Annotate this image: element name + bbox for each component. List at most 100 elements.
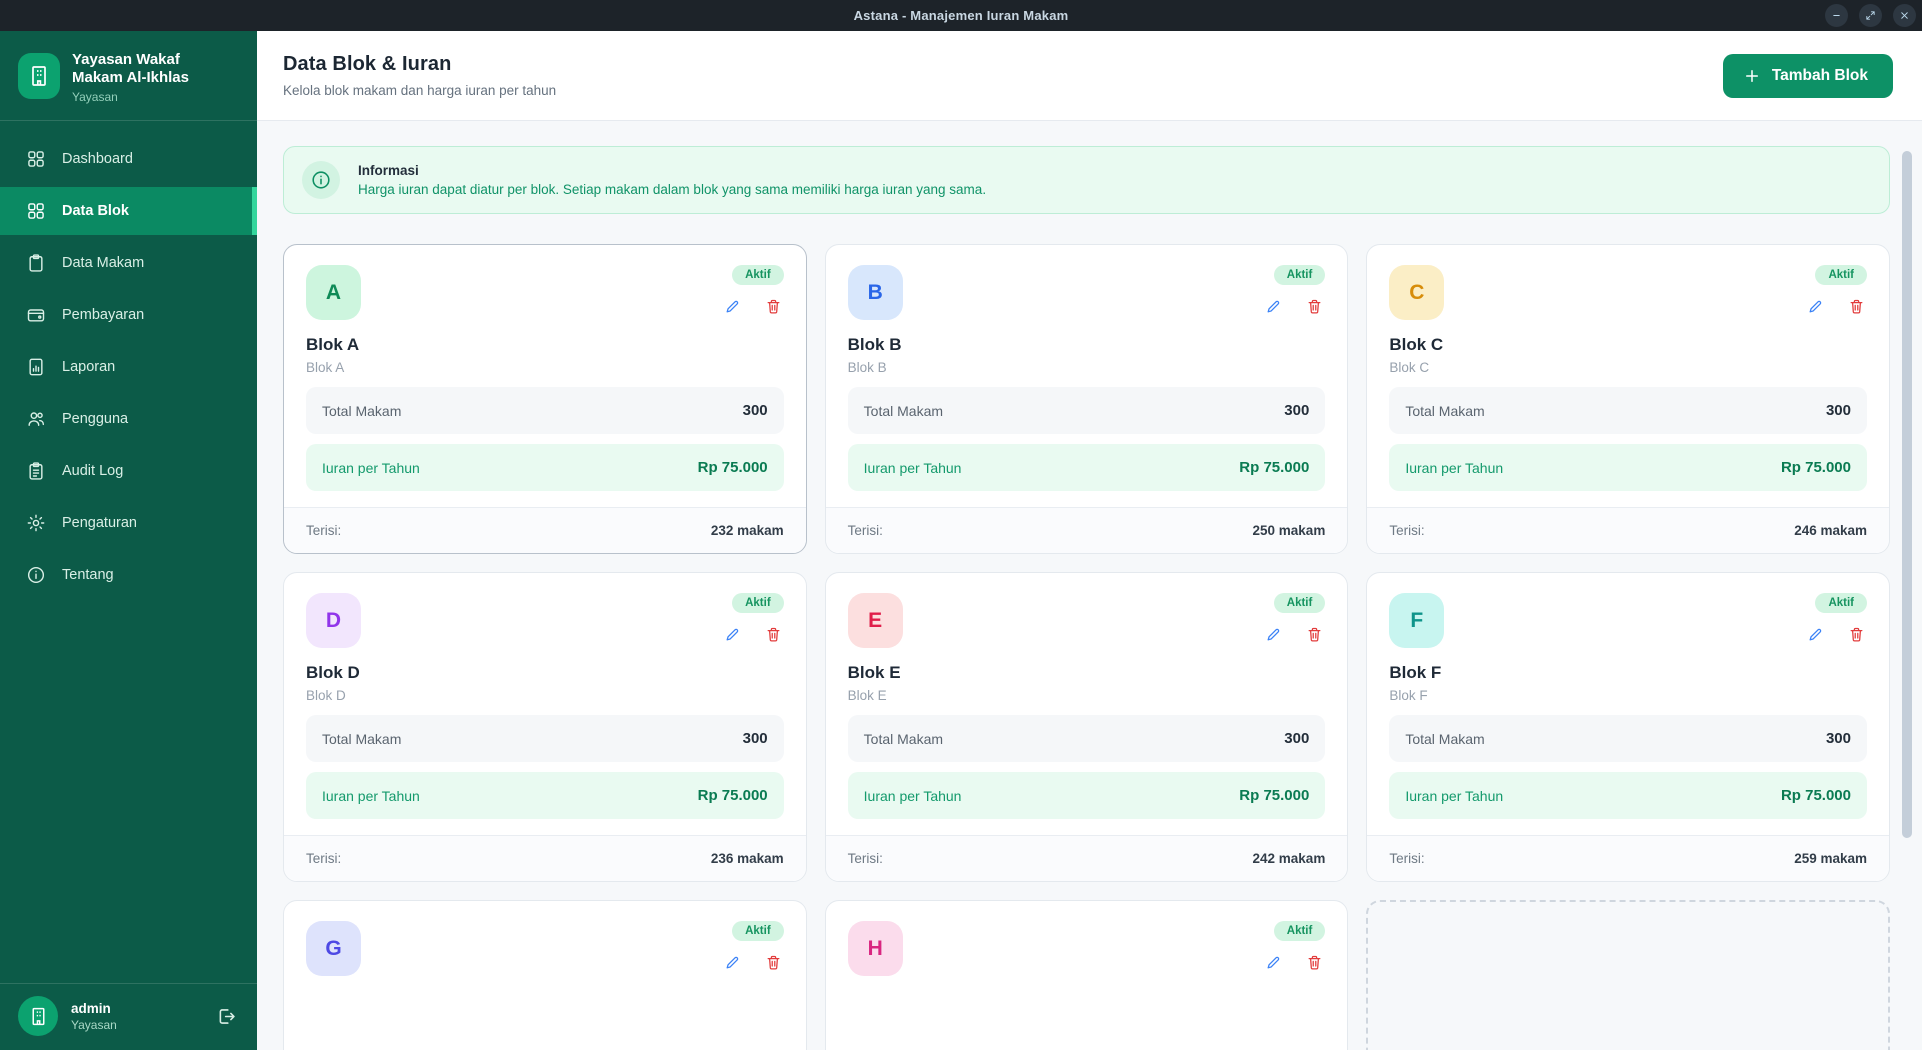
- total-makam-row: Total Makam 300: [847, 387, 1326, 434]
- total-makam-label: Total Makam: [1405, 402, 1485, 419]
- block-description: Blok E: [847, 688, 887, 703]
- user-name: admin: [71, 1000, 111, 1016]
- block-card[interactable]: A Aktif Blok A: [283, 244, 807, 554]
- block-card[interactable]: H Aktif: [824, 900, 1349, 1050]
- trash-icon: [1308, 627, 1321, 642]
- scrollbar-thumb[interactable]: [1902, 151, 1912, 838]
- block-description: Blok D: [306, 688, 346, 703]
- delete-block-button[interactable]: [1848, 626, 1865, 643]
- block-card[interactable]: G Aktif: [283, 900, 807, 1050]
- org-header: Yayasan Wakaf Makam Al-Ikhlas Yayasan: [0, 31, 257, 121]
- iuran-value: Rp 75.000: [697, 459, 768, 476]
- iuran-value: Rp 75.000: [1239, 787, 1310, 804]
- terisi-value: 232 makam: [710, 523, 784, 538]
- content-area: Informasi Harga iuran dapat diatur per b…: [257, 121, 1922, 1050]
- block-grid: A Aktif Blok A: [283, 244, 1890, 1050]
- total-makam-value: 300: [1825, 730, 1851, 747]
- clipboard-icon: [29, 254, 43, 272]
- sidebar-item-data-blok[interactable]: Data Blok: [0, 187, 257, 235]
- sidebar-item-data-makam[interactable]: Data Makam: [0, 239, 257, 287]
- edit-block-button[interactable]: [1265, 626, 1282, 643]
- block-avatar: F: [1389, 593, 1445, 648]
- pencil-icon: [1267, 300, 1280, 313]
- sidebar-nav: Dashboard Data Blok Data Makam Pembayaran La…: [0, 121, 257, 983]
- terisi-label: Terisi:: [1389, 851, 1425, 866]
- status-badge: Aktif: [1273, 265, 1326, 285]
- total-makam-row: Total Makam 300: [306, 387, 784, 434]
- delete-block-button[interactable]: [765, 626, 782, 643]
- edit-block-button[interactable]: [1807, 626, 1824, 643]
- sidebar-item-laporan[interactable]: Laporan: [0, 343, 257, 391]
- terisi-label: Terisi:: [847, 523, 883, 538]
- wallet-icon: [27, 309, 45, 322]
- total-makam-label: Total Makam: [322, 730, 402, 747]
- iuran-label: Iuran per Tahun: [322, 787, 420, 804]
- terisi-label: Terisi:: [847, 851, 883, 866]
- restore-button[interactable]: [1859, 4, 1882, 27]
- delete-block-button[interactable]: [1306, 298, 1323, 315]
- sidebar-item-pengguna[interactable]: Pengguna: [0, 395, 257, 443]
- sidebar-item-audit-log[interactable]: Audit Log: [0, 447, 257, 495]
- add-block-button[interactable]: Tambah Blok: [1722, 53, 1893, 98]
- edit-block-button[interactable]: [1807, 298, 1824, 315]
- org-logo: [18, 53, 60, 99]
- sidebar-item-pembayaran[interactable]: Pembayaran: [0, 291, 257, 339]
- card-footer: Terisi: 232 makam: [284, 507, 806, 553]
- pencil-icon: [1267, 956, 1280, 969]
- delete-block-button[interactable]: [765, 954, 782, 971]
- card-footer: Terisi: 246 makam: [1367, 507, 1889, 553]
- minimize-button[interactable]: [1825, 4, 1848, 27]
- total-makam-row: Total Makam 300: [1389, 387, 1867, 434]
- empty-block-placeholder: [1366, 900, 1890, 1050]
- delete-block-button[interactable]: [1306, 954, 1323, 971]
- block-card[interactable]: D Aktif Blok D: [283, 572, 807, 882]
- block-letter: F: [1410, 608, 1424, 632]
- title-bar: Astana - Manajemen Iuran Makam: [0, 0, 1922, 31]
- delete-block-button[interactable]: [1848, 298, 1865, 315]
- terisi-label: Terisi:: [306, 851, 342, 866]
- block-card[interactable]: F Aktif Blok F: [1366, 572, 1890, 882]
- edit-block-button[interactable]: [1265, 954, 1282, 971]
- total-makam-label: Total Makam: [322, 402, 402, 419]
- pencil-icon: [726, 300, 738, 313]
- delete-block-button[interactable]: [1306, 626, 1323, 643]
- block-card[interactable]: C Aktif Blok C: [1366, 244, 1890, 554]
- block-card[interactable]: B Aktif Blok B: [824, 244, 1349, 554]
- total-makam-value: 300: [1284, 730, 1310, 747]
- edit-block-button[interactable]: [724, 626, 741, 643]
- status-badge: Aktif: [1815, 593, 1867, 613]
- gear-icon: [27, 514, 45, 532]
- org-name: Yayasan Wakaf Makam Al-Ikhlas: [72, 51, 189, 86]
- terisi-label: Terisi:: [306, 523, 342, 538]
- status-badge: Aktif: [732, 921, 784, 941]
- pencil-icon: [726, 628, 738, 641]
- block-avatar: E: [847, 593, 903, 648]
- iuran-label: Iuran per Tahun: [863, 459, 962, 476]
- sidebar: Yayasan Wakaf Makam Al-Ikhlas Yayasan Da…: [0, 31, 257, 1050]
- sidebar-item-pengaturan[interactable]: Pengaturan: [0, 499, 257, 547]
- block-description: Blok A: [306, 360, 345, 375]
- total-makam-label: Total Makam: [1405, 730, 1485, 747]
- block-avatar: H: [847, 921, 903, 976]
- iuran-row: Iuran per Tahun Rp 75.000: [1389, 772, 1867, 819]
- edit-block-button[interactable]: [724, 298, 741, 315]
- close-button[interactable]: [1893, 4, 1916, 27]
- block-card[interactable]: E Aktif Blok E: [824, 572, 1349, 882]
- edit-block-button[interactable]: [1265, 298, 1282, 315]
- building-icon: [32, 1007, 44, 1025]
- delete-block-button[interactable]: [765, 298, 782, 315]
- block-letter: A: [325, 280, 342, 304]
- restore-icon: [1866, 11, 1875, 20]
- trash-icon: [1308, 299, 1321, 314]
- edit-block-button[interactable]: [724, 954, 741, 971]
- window-title: Astana - Manajemen Iuran Makam: [853, 8, 1069, 23]
- sidebar-item-dashboard[interactable]: Dashboard: [0, 135, 257, 183]
- logout-button[interactable]: [216, 1006, 237, 1027]
- block-description: Blok C: [1389, 360, 1430, 375]
- sidebar-item-tentang[interactable]: Tentang: [0, 551, 257, 599]
- iuran-value: Rp 75.000: [1780, 787, 1851, 804]
- total-makam-row: Total Makam 300: [306, 715, 784, 762]
- status-badge: Aktif: [732, 593, 784, 613]
- grid-icon: [28, 203, 44, 219]
